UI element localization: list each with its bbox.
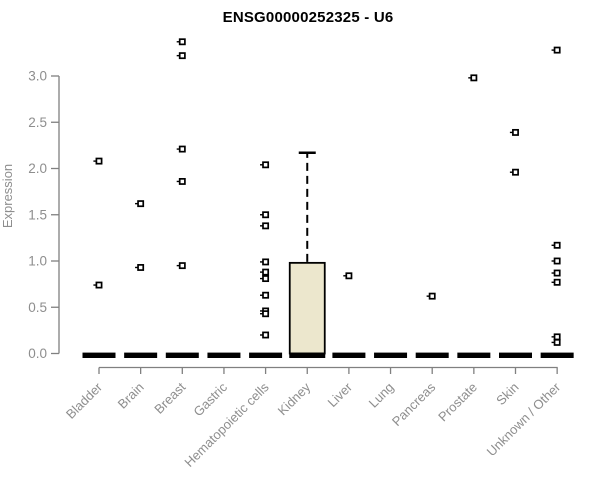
outlier-point — [553, 46, 561, 54]
median-line — [249, 352, 283, 358]
median-line — [499, 352, 532, 358]
outlier-point — [553, 338, 561, 346]
box-iqr — [288, 261, 326, 355]
outlier-point — [137, 200, 145, 208]
outlier-point — [262, 268, 270, 276]
outlier-point — [178, 178, 186, 185]
y-axis-tick-label: 2.0 — [28, 161, 47, 176]
y-axis-tick-label: 3.0 — [28, 69, 47, 84]
y-axis-tick-label: 0.5 — [28, 300, 47, 315]
y-axis-title: Expression — [0, 164, 15, 228]
x-axis-category-label: Unknown / Other — [484, 379, 564, 459]
outlier-point — [95, 281, 103, 289]
outlier-point — [262, 331, 270, 339]
outlier-point — [553, 241, 561, 249]
outlier-point — [553, 269, 561, 277]
outlier-point — [178, 262, 186, 270]
outlier-point — [428, 292, 436, 300]
x-axis-category-label: Bladder — [63, 379, 106, 422]
median-line — [540, 352, 574, 358]
x-axis-category-label: Skin — [493, 380, 521, 408]
median-line — [332, 352, 366, 358]
median-line — [457, 352, 491, 358]
outlier-point — [262, 291, 270, 299]
outlier-point — [345, 272, 353, 280]
outlier-point — [553, 333, 561, 341]
outlier-point — [95, 157, 103, 165]
outlier-point — [178, 38, 186, 46]
x-axis-category-label: Prostate — [435, 380, 480, 425]
median-line — [289, 352, 326, 358]
median-line — [415, 352, 449, 358]
outlier-point — [137, 264, 145, 271]
x-axis-category-label: Pancreas — [389, 379, 439, 429]
x-axis-category-label: Lung — [366, 380, 397, 411]
outlier-point — [470, 74, 478, 82]
x-axis-category-label: Kidney — [275, 379, 314, 418]
median-line — [124, 352, 158, 358]
median-line — [82, 352, 116, 358]
chart-title: ENSG00000252325 - U6 — [222, 9, 394, 26]
outlier-point — [512, 168, 519, 176]
x-axis-category-label: Gastric — [190, 379, 230, 419]
x-axis-category-label: Breast — [151, 379, 188, 416]
outlier-point — [262, 258, 270, 266]
outlier-point — [178, 52, 186, 60]
y-axis-tick-label: 0.0 — [28, 346, 47, 361]
y-axis-tick-label: 1.0 — [28, 254, 47, 269]
outlier-point — [262, 275, 270, 283]
outlier-point — [262, 310, 270, 318]
outlier-point — [553, 257, 561, 265]
median-line — [207, 352, 241, 358]
x-axis-category-label: Brain — [115, 380, 147, 412]
outlier-point — [262, 211, 270, 219]
median-line — [374, 352, 408, 358]
x-axis-category-label: Liver — [324, 379, 355, 410]
y-axis-tick-label: 2.5 — [28, 115, 47, 130]
outlier-point — [178, 145, 186, 153]
median-line — [165, 352, 199, 358]
outlier-point — [553, 278, 561, 286]
outlier-point — [262, 222, 270, 230]
outlier-point — [262, 161, 270, 169]
y-axis-tick-label: 1.5 — [28, 207, 47, 222]
outlier-point — [512, 128, 519, 136]
